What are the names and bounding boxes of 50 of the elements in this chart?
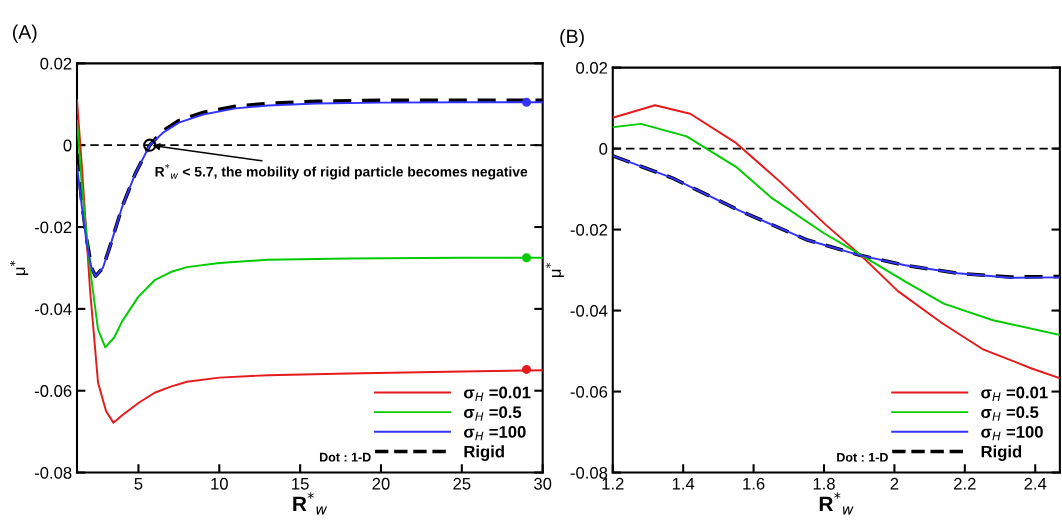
- y-tick-label: -0.08: [570, 466, 608, 479]
- y-tick-label: -0.06: [34, 385, 72, 397]
- y-tick-label: -0.04: [570, 304, 608, 317]
- x-tick-label: 25: [453, 477, 471, 490]
- x-tick-label: 2: [890, 477, 899, 490]
- x-tick-label: 2.4: [1024, 477, 1047, 490]
- line-series: [76, 99, 543, 424]
- y-axis-title: μ$^{*}$: [545, 262, 564, 278]
- x-tick-label: 20: [372, 477, 390, 490]
- legend-label: σ$_{H}$ =0.01: [981, 386, 1048, 401]
- legend-label: σ$_{H}$ =0.5: [981, 406, 1039, 421]
- x-tick-label: 15: [292, 478, 309, 490]
- y-tick-label: -0.02: [570, 223, 608, 236]
- point: [522, 364, 532, 374]
- legend-label: σ$_{H}$ =0.5: [464, 406, 522, 421]
- x-tick-label: 1.4: [672, 478, 695, 490]
- y-tick-label: 0: [63, 139, 72, 152]
- y-tick-label: -0.02: [34, 221, 72, 234]
- point: [143, 138, 157, 152]
- line-series: [612, 122, 1060, 336]
- line-series: [612, 104, 1060, 380]
- legend-label: Rigid: [981, 445, 1022, 461]
- x-tick-label: 30: [534, 477, 552, 490]
- point: [522, 97, 532, 107]
- legend-label: σ$_{H}$ =0.01: [464, 386, 531, 401]
- point: [522, 253, 532, 263]
- annotation: Dot : 1-D: [319, 452, 371, 462]
- x-axis-title: R$^{*}$$_{w}$: [819, 492, 854, 515]
- annotation: Dot : 1-D: [837, 453, 888, 462]
- legend-label: Rigid: [464, 445, 504, 461]
- line-series: [76, 119, 543, 349]
- y-tick-label: 0.02: [40, 57, 72, 70]
- x-tick-label: 5: [134, 478, 143, 490]
- chart-title: (B): [560, 28, 584, 48]
- x-tick-label: 10: [211, 477, 228, 490]
- y-tick-label: 0: [599, 142, 608, 155]
- x-tick-label: 1.2: [602, 477, 624, 490]
- y-tick-label: 0.02: [576, 61, 608, 74]
- x-axis-title: R$^{*}$$_{w}$: [293, 492, 328, 515]
- x-tick-label: 2.2: [954, 477, 976, 490]
- y-tick-label: -0.06: [570, 385, 608, 398]
- y-tick-label: -0.04: [34, 303, 72, 316]
- chart-title: (A): [13, 24, 37, 43]
- x-tick-label: 1.8: [813, 477, 835, 490]
- y-tick-label: -0.08: [34, 466, 72, 479]
- y-axis-title: μ$^{*}$: [9, 260, 29, 275]
- annotation: R$^{*}$$_{w}$ < 5.7, the mobility of rigid particle becomes negative: [155, 163, 528, 180]
- legend-label: σ$_{H}$ =100: [981, 425, 1043, 441]
- legend-label: σ$_{H}$ =100: [464, 425, 526, 441]
- x-tick-label: 1.6: [743, 477, 765, 490]
